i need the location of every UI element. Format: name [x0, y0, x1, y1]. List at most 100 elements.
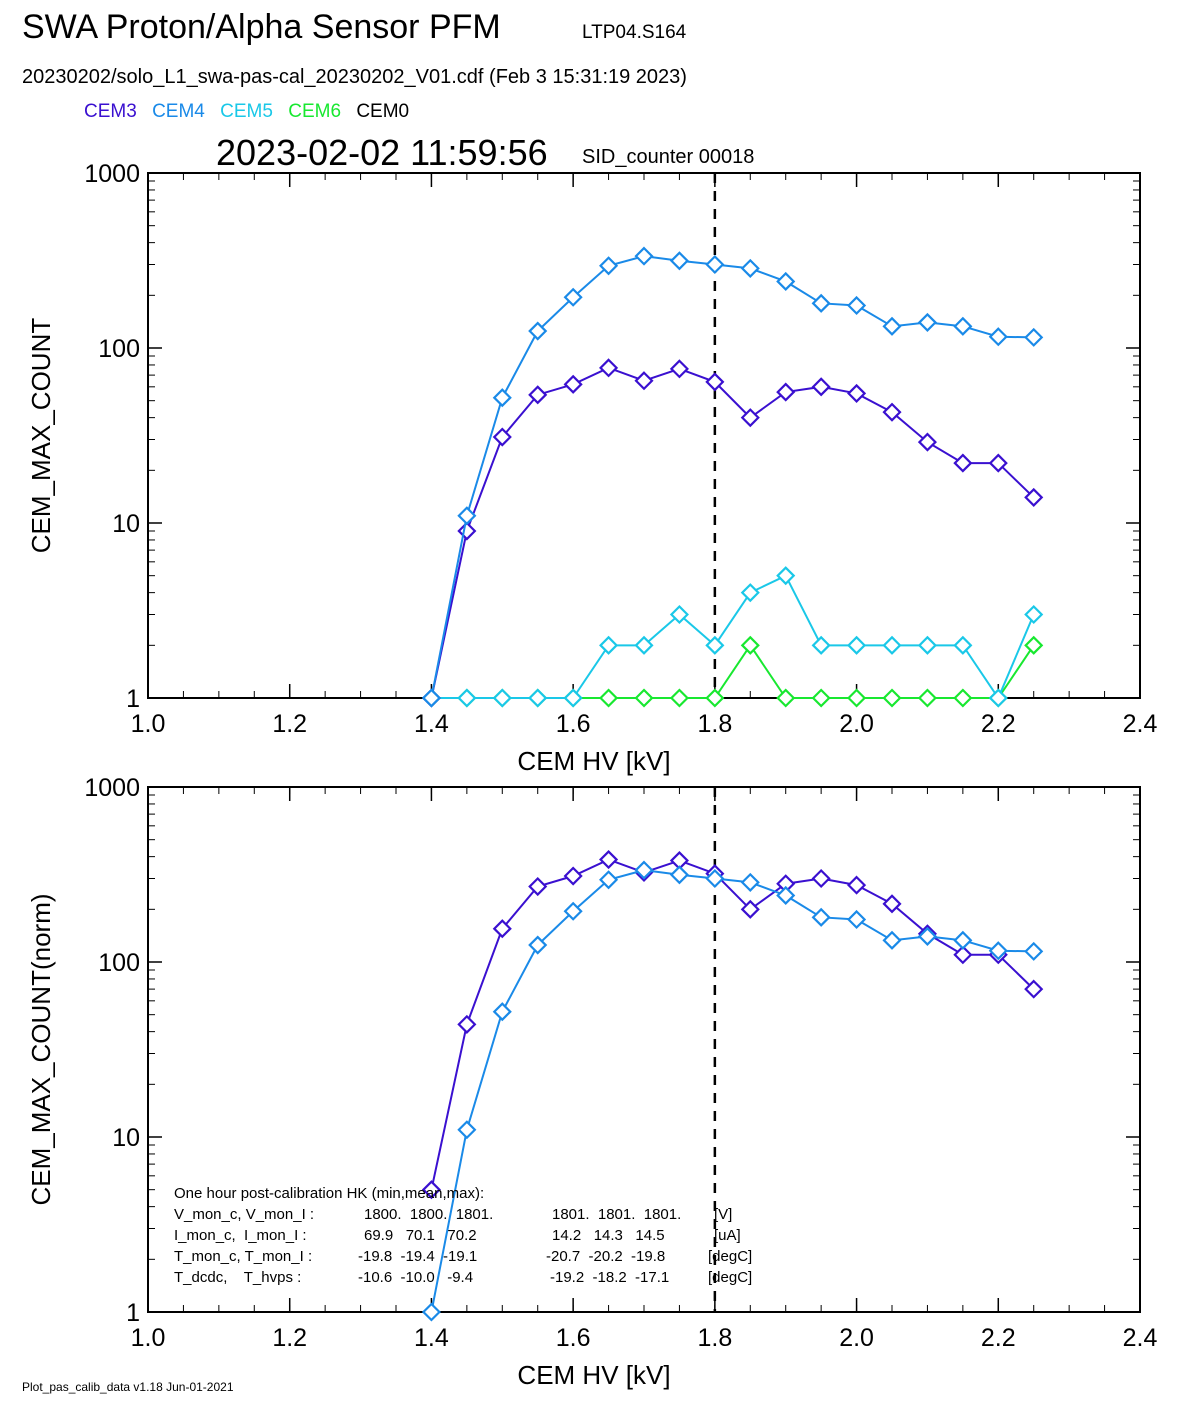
data-point [847, 909, 867, 930]
data-point [847, 688, 867, 708]
data-point [705, 688, 725, 708]
data-point [563, 374, 583, 394]
hk-row-c: -10.6 -10.0 -9.4 [358, 1269, 474, 1286]
data-point [776, 566, 796, 586]
data-point [669, 359, 689, 379]
timestamp: 2023-02-02 11:59:56 [216, 132, 548, 173]
data-point [528, 688, 548, 708]
data-point [847, 875, 867, 895]
x-tick-label: 2.4 [1123, 1324, 1158, 1352]
x-tick-label: 2.0 [839, 1324, 874, 1352]
series-line [430, 366, 1035, 699]
legend-entry-cem5: CEM5 [220, 101, 273, 122]
chart-2: 1.0 1.2 1.4 1.6 1.8 2.0 2.2 2.4 1 10 100 1000 CEM HV… [26, 774, 1157, 1390]
footer-version: Plot_pas_calib_data v1.18 Jun-01-2021 [22, 1380, 234, 1394]
x-tick-label: 1.6 [556, 1324, 591, 1352]
data-point [1024, 635, 1044, 655]
series-cem3 [421, 849, 1044, 1200]
data-point [705, 254, 725, 275]
data-point [421, 1180, 441, 1200]
chart-1: 1.0 1.2 1.4 1.6 1.8 2.0 2.2 2.4 1 10 100 1000 CEM HV… [26, 160, 1157, 776]
x-tick-label: 2.2 [981, 710, 1016, 738]
data-point [669, 688, 689, 708]
data-point [811, 635, 831, 655]
sid-counter: SID_counter 00018 [582, 146, 755, 168]
data-point [776, 271, 796, 292]
x-tick-label: 2.0 [839, 710, 874, 738]
data-point [634, 688, 654, 708]
data-point [421, 1302, 441, 1322]
data-point [599, 849, 619, 870]
data-point [988, 941, 1008, 961]
legend-entry-cem6: CEM6 [288, 101, 342, 122]
y-tick-label: 10 [112, 510, 140, 538]
data-point [811, 907, 831, 927]
data-point [705, 868, 725, 889]
data-point [811, 868, 831, 889]
legend: CEM3 CEM4 CEM5 CEM6 CEM0 [84, 101, 419, 123]
data-point [917, 635, 937, 655]
data-point [457, 521, 477, 541]
data-point [740, 408, 760, 428]
series-line [430, 255, 1034, 699]
data-point [599, 358, 619, 378]
hk-row-i: -20.7 -20.2 -19.8 [546, 1248, 666, 1265]
data-point [811, 293, 831, 313]
hk-row-i: 1801. 1801. 1801. [552, 1206, 682, 1223]
data-point [457, 688, 477, 708]
data-point [599, 256, 619, 276]
y-tick-label: 1000 [84, 160, 140, 188]
data-point [634, 371, 654, 391]
data-point [847, 635, 867, 655]
page-title: SWA Proton/Alpha Sensor PFM [22, 8, 501, 46]
data-point [811, 377, 831, 397]
data-point [599, 635, 619, 655]
data-point [882, 316, 902, 336]
hk-row-label: I_mon_c, I_mon_I : [174, 1227, 307, 1244]
x-axis-label: CEM HV [kV] [517, 1360, 670, 1390]
data-point [1024, 979, 1044, 999]
data-point [740, 635, 760, 655]
data-point [528, 321, 548, 341]
data-point [1024, 941, 1044, 961]
x-tick-label: 1.0 [131, 710, 166, 738]
hk-row-i: -19.2 -18.2 -17.1 [550, 1269, 670, 1286]
data-point [1024, 604, 1044, 625]
hk-row-unit: [V] [714, 1206, 733, 1223]
data-point [492, 1002, 512, 1022]
x-tick-label: 1.6 [556, 710, 591, 738]
series-cem6 [421, 635, 1044, 708]
data-point [882, 930, 902, 950]
data-point [988, 327, 1008, 347]
hk-heading: One hour post-calibration HK (min,mean,m… [174, 1185, 485, 1202]
hk-row-label: T_mon_c, T_mon_I : [174, 1248, 313, 1265]
series-line [431, 574, 1035, 701]
x-axis-label: CEM HV [kV] [517, 746, 670, 776]
y-tick-label: 100 [98, 949, 140, 977]
data-point [669, 604, 689, 625]
data-point [740, 583, 760, 603]
x-tick-label: 1.0 [131, 1324, 166, 1352]
data-point [917, 688, 937, 708]
data-point [563, 866, 583, 886]
data-point [634, 246, 654, 266]
data-point [917, 926, 937, 946]
data-point [457, 506, 477, 526]
data-point [776, 885, 796, 906]
series-cem3 [421, 358, 1044, 708]
y-tick-label: 1000 [84, 774, 140, 802]
data-point [599, 870, 619, 890]
x-tick-label: 2.2 [981, 1324, 1016, 1352]
y-axis-label: CEM_MAX_COUNT(norm) [26, 893, 56, 1205]
data-point [953, 635, 973, 655]
data-point [847, 383, 867, 403]
data-point [882, 635, 902, 655]
data-point [953, 930, 973, 950]
data-point [669, 865, 689, 885]
data-point [528, 935, 548, 955]
data-point [953, 945, 973, 965]
x-tick-label: 1.8 [697, 1324, 732, 1352]
data-point [953, 688, 973, 708]
data-point [1024, 487, 1044, 507]
x-tick-label: 2.4 [1123, 710, 1158, 738]
